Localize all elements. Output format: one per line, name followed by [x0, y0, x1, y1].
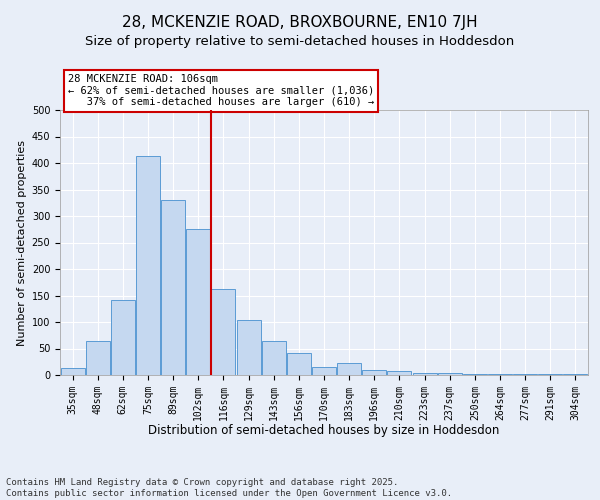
Bar: [388, 372, 412, 375]
Bar: [111, 300, 135, 375]
Bar: [312, 367, 336, 375]
Bar: [211, 288, 235, 375]
Text: 28, MCKENZIE ROAD, BROXBOURNE, EN10 7JH: 28, MCKENZIE ROAD, BROXBOURNE, EN10 7JH: [122, 15, 478, 30]
Bar: [161, 200, 185, 375]
Bar: [513, 374, 537, 375]
Bar: [488, 374, 512, 375]
Bar: [413, 374, 437, 375]
Bar: [86, 340, 110, 375]
Bar: [362, 370, 386, 375]
Y-axis label: Number of semi-detached properties: Number of semi-detached properties: [17, 140, 28, 346]
Bar: [287, 354, 311, 375]
Bar: [538, 374, 562, 375]
Text: Size of property relative to semi-detached houses in Hoddesdon: Size of property relative to semi-detach…: [85, 35, 515, 48]
Text: Contains HM Land Registry data © Crown copyright and database right 2025.
Contai: Contains HM Land Registry data © Crown c…: [6, 478, 452, 498]
Bar: [61, 368, 85, 375]
Bar: [563, 374, 587, 375]
Bar: [187, 228, 210, 375]
X-axis label: Distribution of semi-detached houses by size in Hoddesdon: Distribution of semi-detached houses by …: [148, 424, 500, 437]
Bar: [262, 341, 286, 375]
Bar: [438, 374, 461, 375]
Bar: [463, 374, 487, 375]
Text: 28 MCKENZIE ROAD: 106sqm
← 62% of semi-detached houses are smaller (1,036)
   37: 28 MCKENZIE ROAD: 106sqm ← 62% of semi-d…: [68, 74, 374, 108]
Bar: [136, 156, 160, 375]
Bar: [236, 320, 260, 375]
Bar: [337, 363, 361, 375]
